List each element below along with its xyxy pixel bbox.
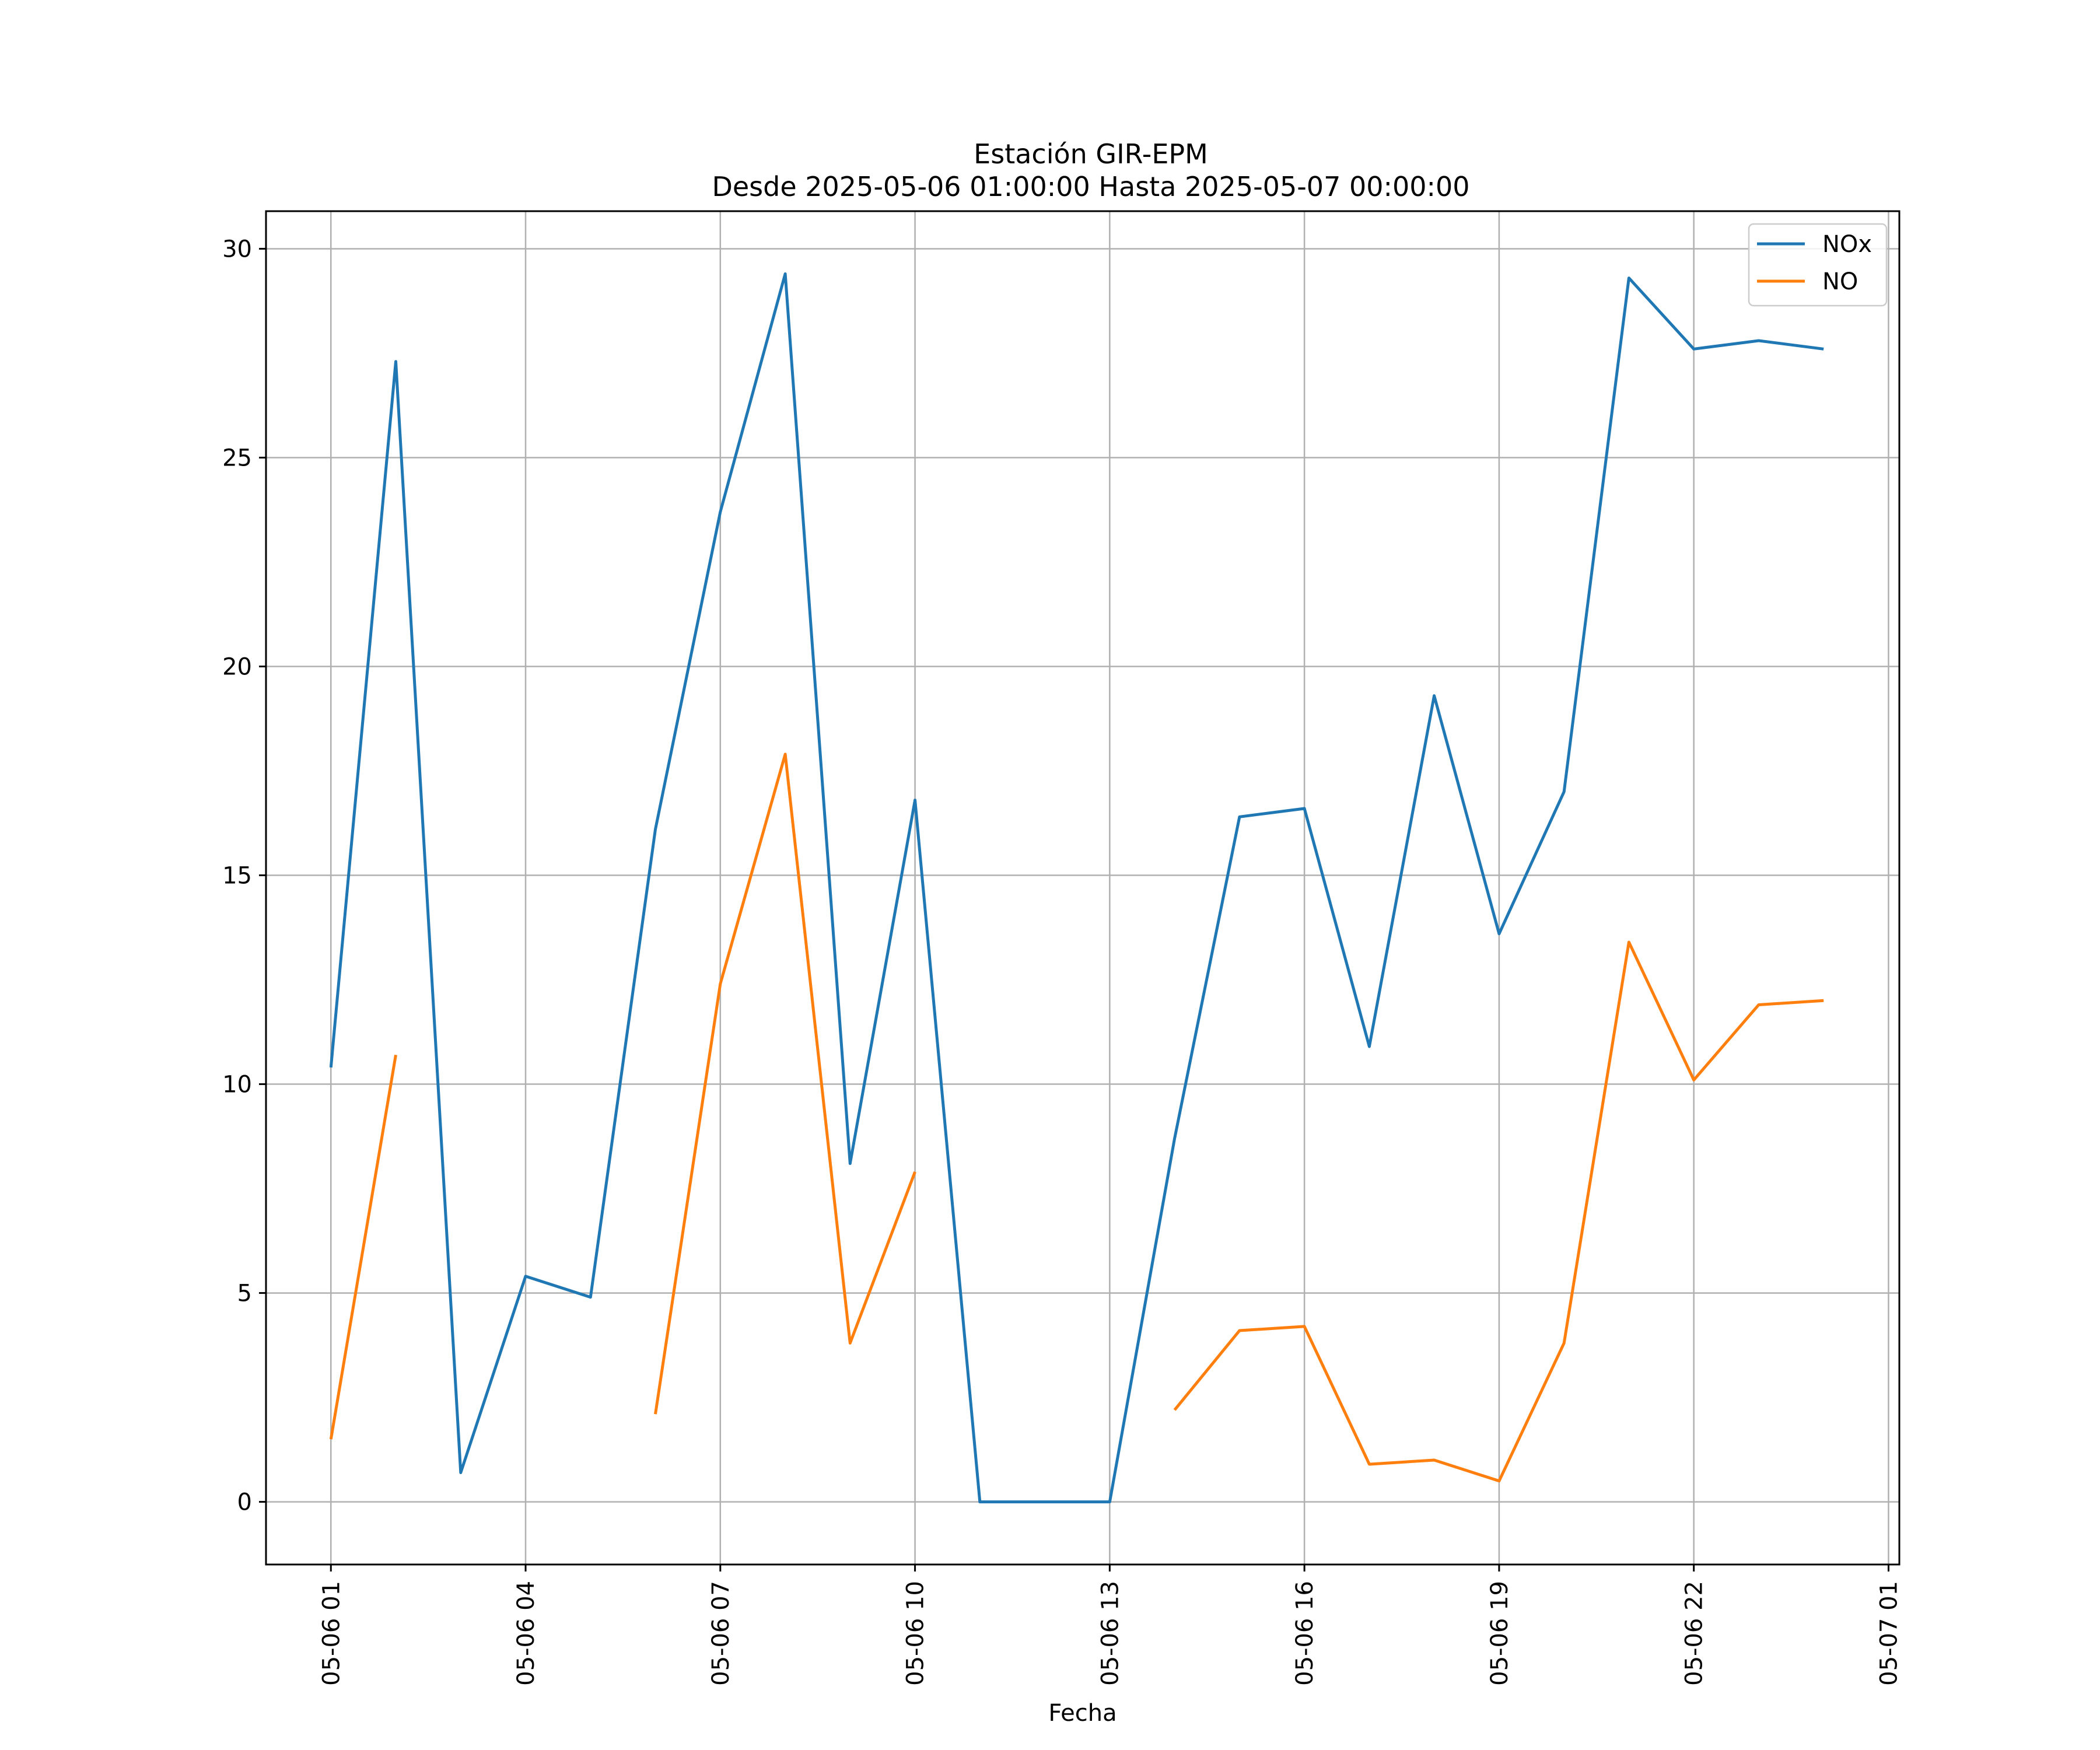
series-line-no <box>654 752 916 1415</box>
chart-title: Estación GIR-EPM <box>974 138 1208 170</box>
grid <box>266 211 1899 1564</box>
y-tick-label: 5 <box>237 1280 252 1307</box>
y-tick-label: 15 <box>222 863 252 890</box>
legend-label: NOx <box>1822 231 1872 258</box>
x-tick-label: 05-06 10 <box>902 1581 929 1686</box>
series-line-nox <box>329 272 1824 1504</box>
x-tick-label: 05-06 13 <box>1097 1581 1124 1686</box>
x-tick-label: 05-07 01 <box>1875 1581 1902 1686</box>
legend: NOx NO <box>1748 223 1888 307</box>
y-tick-label: 30 <box>222 236 252 262</box>
series-no <box>329 752 1824 1483</box>
y-axis: 0 5 10 15 20 25 30 <box>222 236 266 1516</box>
y-tick-label: 20 <box>222 653 252 680</box>
x-tick-label: 05-06 04 <box>513 1581 540 1686</box>
legend-label: NO <box>1822 268 1858 295</box>
plot-frame <box>265 210 1901 1566</box>
series-line-no <box>329 1054 397 1440</box>
x-tick-label: 05-06 16 <box>1292 1581 1318 1686</box>
x-axis-label: Fecha <box>1048 1700 1116 1727</box>
series-nox <box>329 272 1824 1504</box>
y-tick-label: 0 <box>237 1489 252 1516</box>
x-tick-label: 05-06 01 <box>318 1581 345 1686</box>
series-layer <box>329 272 1824 1504</box>
x-tick-label: 05-06 19 <box>1486 1581 1513 1686</box>
chart-subtitle: Desde 2025-05-06 01:00:00 Hasta 2025-05-… <box>712 171 1469 202</box>
y-tick-label: 25 <box>222 444 252 471</box>
series-line-no <box>1173 940 1824 1483</box>
x-tick-label: 05-06 22 <box>1681 1581 1708 1686</box>
x-tick-label: 05-06 07 <box>708 1581 734 1686</box>
y-tick-label: 10 <box>222 1072 252 1098</box>
x-axis: 05-06 01 05-06 04 05-06 07 05-06 10 05-06 13… <box>318 1564 1902 1686</box>
